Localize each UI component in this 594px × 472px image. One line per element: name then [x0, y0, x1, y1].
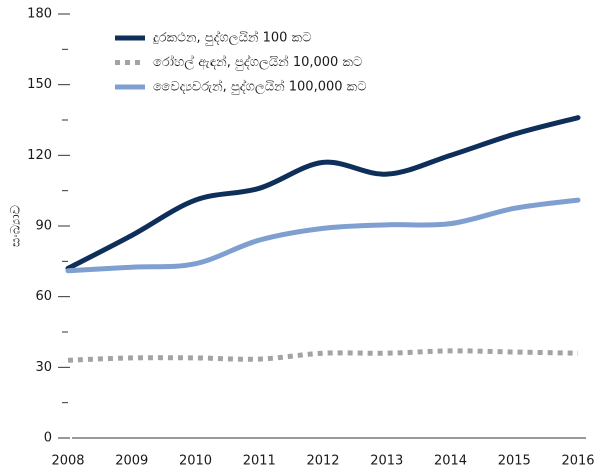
x-tick-label: 2008: [51, 454, 84, 469]
x-tick-label: 2013: [370, 454, 403, 469]
y-tick-label: 120: [27, 148, 52, 163]
y-tick-label: 180: [27, 7, 52, 22]
series-line: [65, 197, 581, 274]
y-tick-label: 60: [35, 289, 52, 304]
x-tick-label: 2015: [498, 454, 531, 469]
x-tick-label: 2014: [434, 454, 467, 469]
x-tick-label: 2016: [561, 454, 594, 469]
y-tick-label: 90: [35, 219, 52, 234]
legend-label: වෛද්‍යවරුන්, පුද්ගලයින් 100,000 කට: [153, 78, 367, 94]
series-line: [65, 115, 581, 271]
x-tick-label: 2010: [179, 454, 212, 469]
y-axis-label: සංඛ්‍යාව: [9, 205, 24, 247]
x-tick-label: 2012: [306, 454, 339, 469]
y-tick-label: 150: [27, 77, 52, 92]
y-tick-label: 30: [35, 360, 52, 375]
series-line: [67, 348, 579, 363]
legend-label: දුරකථන, පුද්ගලයින් 100 කට: [153, 29, 312, 45]
x-tick-label: 2011: [243, 454, 276, 469]
legend-label: රෝහල් ඇඳන්, පුද්ගලයින් 10,000 කට: [153, 54, 362, 70]
y-tick-label: 0: [44, 431, 52, 446]
x-tick-label: 2009: [115, 454, 148, 469]
